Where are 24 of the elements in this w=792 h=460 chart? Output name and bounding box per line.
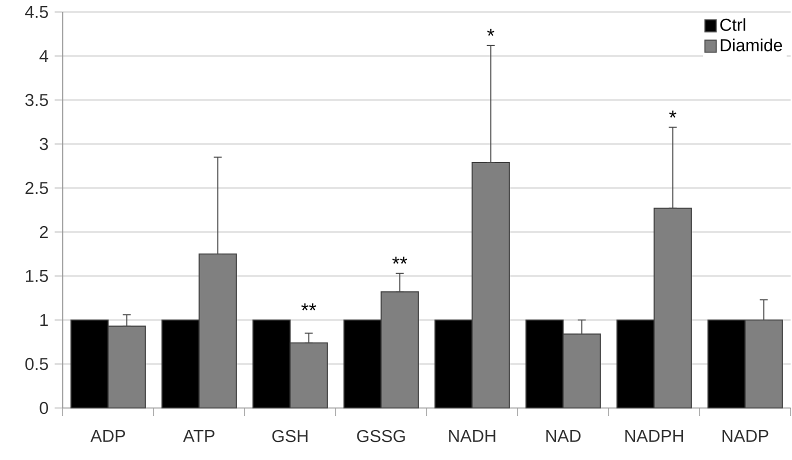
legend-label: Ctrl <box>720 18 746 31</box>
y-tick-label: 0.5 <box>25 358 48 370</box>
x-tick-label: GSH <box>272 430 308 442</box>
x-tick-label: ADP <box>90 430 126 442</box>
y-tick-label: 1 <box>40 314 48 326</box>
annotation: * <box>487 28 494 36</box>
x-tick-label: NADP <box>722 430 768 442</box>
y-tick-label: 0 <box>40 402 48 414</box>
x-tick-label: ATP <box>183 430 214 442</box>
annotation: ** <box>392 256 408 264</box>
y-tick-label: 3 <box>40 138 48 150</box>
y-tick-label: 3.5 <box>25 94 48 106</box>
legend-label: Diamide <box>720 38 782 52</box>
y-tick-label: 4 <box>39 50 48 62</box>
annotation: ** <box>301 303 316 310</box>
y-tick-label: 2.5 <box>26 182 48 194</box>
x-tick-label: GSSG <box>357 430 405 442</box>
x-tick-label: NADPH <box>625 430 683 442</box>
annotation: * <box>669 110 676 118</box>
x-tick-label: NAD <box>546 430 581 442</box>
y-tick-label: 2 <box>40 226 48 238</box>
x-tick-label: NADH <box>449 430 496 442</box>
y-tick-label: 1.5 <box>26 270 48 282</box>
y-tick-label: 4.5 <box>25 6 48 18</box>
